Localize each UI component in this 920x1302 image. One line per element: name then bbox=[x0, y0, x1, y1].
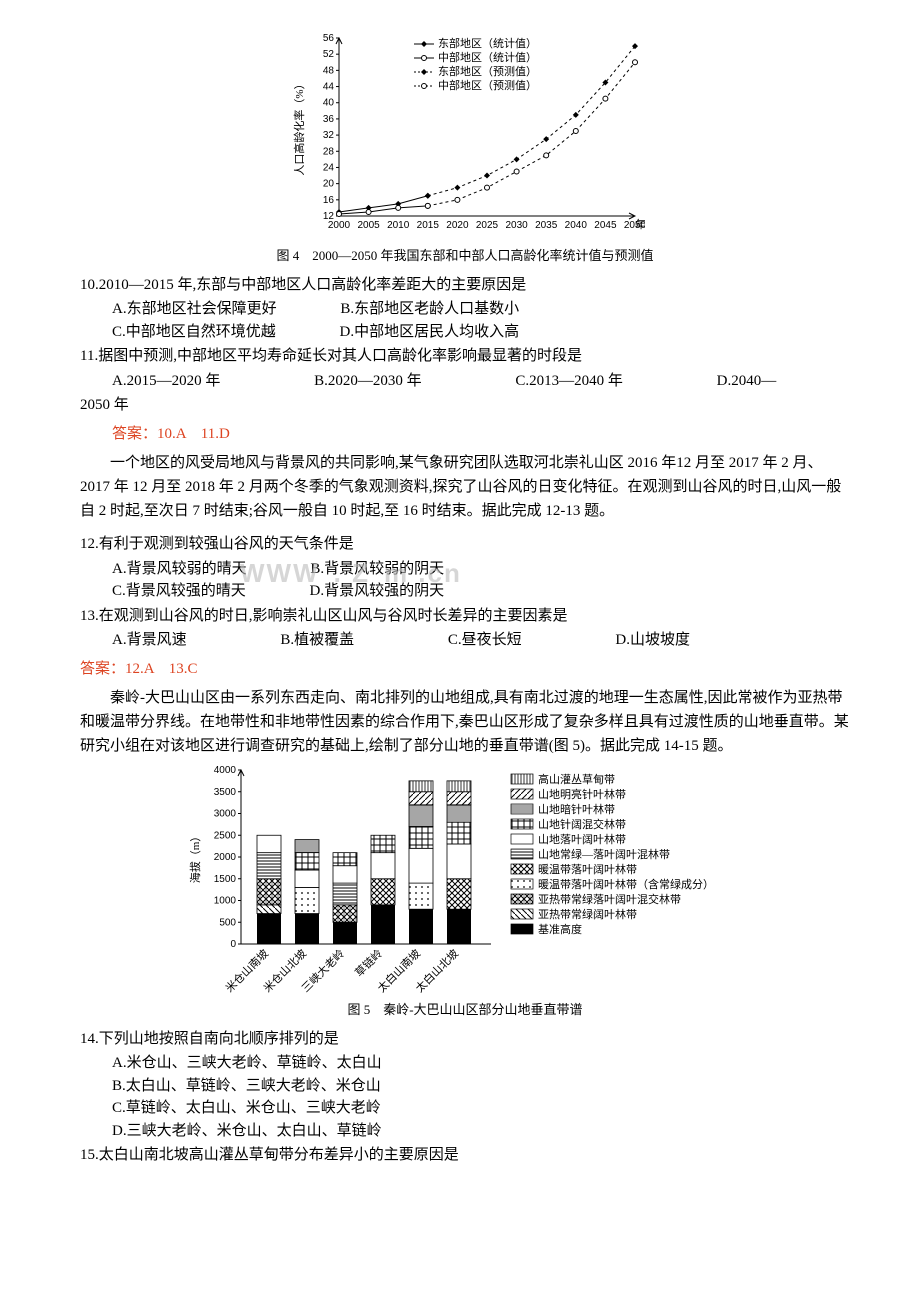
svg-text:3000: 3000 bbox=[214, 809, 237, 820]
q14-options: A.米仓山、三峡大老岭、草链岭、太白山 B.太白山、草链岭、三峡大老岭、米仓山 … bbox=[112, 1052, 850, 1142]
q10-text: 10.2010—2015 年,东部与中部地区人口高龄化率差距大的主要原因是 bbox=[80, 274, 850, 297]
svg-text:36: 36 bbox=[323, 114, 335, 125]
svg-text:山地落叶阔叶林带: 山地落叶阔叶林带 bbox=[538, 832, 626, 846]
svg-text:4000: 4000 bbox=[214, 765, 237, 776]
svg-text:28: 28 bbox=[323, 146, 335, 157]
passage-2: 一个地区的风受局地风与背景风的共同影响,某气象研究团队选取河北崇礼山区 2016… bbox=[80, 451, 850, 523]
svg-text:44: 44 bbox=[323, 82, 335, 93]
q11-D: D.2040— bbox=[717, 370, 777, 393]
svg-text:高山灌丛草甸带: 高山灌丛草甸带 bbox=[538, 772, 615, 786]
svg-text:东部地区（预测值）: 东部地区（预测值） bbox=[438, 64, 537, 78]
q14-A: A.米仓山、三峡大老岭、草链岭、太白山 bbox=[112, 1052, 850, 1075]
svg-text:52: 52 bbox=[323, 49, 335, 60]
svg-text:亚热带常绿阔叶林带: 亚热带常绿阔叶林带 bbox=[538, 907, 637, 921]
svg-text:暖温带落叶阔叶林带（含常绿成分）: 暖温带落叶阔叶林带（含常绿成分） bbox=[538, 877, 714, 891]
q10-C: C.中部地区自然环境优越 bbox=[112, 321, 276, 344]
q11-A: A.2015—2020 年 bbox=[112, 370, 220, 393]
svg-text:32: 32 bbox=[323, 130, 335, 141]
q14-text: 14.下列山地按照自南向北顺序排列的是 bbox=[80, 1028, 850, 1051]
fig4-chart: 1216202428323640444852562000200520102015… bbox=[285, 30, 645, 240]
q11-C: C.2013—2040 年 bbox=[515, 370, 623, 393]
q12-text: 12.有利于观测到较强山谷风的天气条件是 bbox=[80, 533, 850, 556]
svg-text:1000: 1000 bbox=[214, 896, 237, 907]
svg-text:人口高龄化率（%）: 人口高龄化率（%） bbox=[292, 78, 306, 175]
q12-B: B.背景风较弱的阴天 bbox=[310, 558, 444, 581]
svg-text:东部地区（统计值）: 东部地区（统计值） bbox=[438, 36, 537, 50]
svg-text:2015: 2015 bbox=[417, 220, 440, 231]
q11-B: B.2020—2030 年 bbox=[314, 370, 422, 393]
figure-4: 1216202428323640444852562000200520102015… bbox=[80, 30, 850, 240]
answer-12-13: 答案：12.A 13.C bbox=[80, 658, 850, 681]
q10-options: A.东部地区社会保障更好 B.东部地区老龄人口基数小 C.中部地区自然环境优越 … bbox=[112, 298, 850, 343]
svg-text:基准高度: 基准高度 bbox=[538, 922, 582, 936]
svg-text:山地常绿—落叶阔叶混林带: 山地常绿—落叶阔叶混林带 bbox=[538, 847, 670, 861]
svg-text:48: 48 bbox=[323, 65, 335, 76]
q11-Dtail: 2050 年 bbox=[80, 394, 850, 417]
q13-D: D.山坡坡度 bbox=[615, 629, 690, 652]
answer-10-11: 答案：10.A 11.D bbox=[112, 423, 850, 446]
fig4-caption: 图 4 2000—2050 年我国东部和中部人口高龄化率统计值与预测值 bbox=[80, 246, 850, 266]
svg-text:24: 24 bbox=[323, 162, 335, 173]
q11-text: 11.据图中预测,中部地区平均寿命延长对其人口高龄化率影响最显著的时段是 bbox=[80, 345, 850, 368]
svg-text:500: 500 bbox=[219, 917, 236, 928]
svg-text:年: 年 bbox=[635, 217, 645, 231]
svg-text:2035: 2035 bbox=[535, 220, 558, 231]
q15-text: 15.太白山南北坡高山灌丛草甸带分布差异小的主要原因是 bbox=[80, 1144, 850, 1167]
svg-text:2005: 2005 bbox=[357, 220, 380, 231]
svg-text:0: 0 bbox=[230, 939, 236, 950]
svg-text:1500: 1500 bbox=[214, 874, 237, 885]
svg-text:海拔（m）: 海拔（m） bbox=[188, 831, 202, 884]
svg-text:40: 40 bbox=[323, 98, 335, 109]
q11-options: A.2015—2020 年 B.2020—2030 年 C.2013—2040 … bbox=[112, 370, 850, 393]
svg-text:2030: 2030 bbox=[505, 220, 528, 231]
svg-text:2010: 2010 bbox=[387, 220, 410, 231]
svg-text:草链岭: 草链岭 bbox=[352, 946, 385, 979]
svg-text:3500: 3500 bbox=[214, 787, 237, 798]
q13-A: A.背景风速 bbox=[112, 629, 187, 652]
q14-D: D.三峡大老岭、米仓山、太白山、草链岭 bbox=[112, 1120, 850, 1143]
fig5-caption: 图 5 秦岭-大巴山山区部分山地垂直带谱 bbox=[80, 1000, 850, 1020]
q10-B: B.东部地区老龄人口基数小 bbox=[340, 298, 519, 321]
svg-text:16: 16 bbox=[323, 195, 335, 206]
q12-A: A.背景风较弱的晴天 bbox=[112, 558, 247, 581]
svg-text:中部地区（预测值）: 中部地区（预测值） bbox=[438, 78, 537, 92]
q13-B: B.植被覆盖 bbox=[280, 629, 354, 652]
q10-A: A.东部地区社会保障更好 bbox=[112, 298, 277, 321]
passage-3: 秦岭-大巴山山区由一系列东西走向、南北排列的山地组成,具有南北过渡的地理一生态属… bbox=[80, 686, 850, 758]
q13-text: 13.在观测到山谷风的时日,影响崇礼山区山风与谷风时长差异的主要因素是 bbox=[80, 605, 850, 628]
q12-D: D.背景风较强的阴天 bbox=[310, 580, 445, 603]
svg-text:2000: 2000 bbox=[328, 220, 351, 231]
svg-text:2025: 2025 bbox=[476, 220, 499, 231]
q14-B: B.太白山、草链岭、三峡大老岭、米仓山 bbox=[112, 1075, 850, 1098]
fig5-chart: 05001000150020002500300035004000海拔（m）米仓山… bbox=[185, 764, 745, 994]
svg-text:山地暗针叶林带: 山地暗针叶林带 bbox=[538, 802, 615, 816]
svg-text:暖温带落叶阔叶林带: 暖温带落叶阔叶林带 bbox=[538, 862, 637, 876]
q14-C: C.草链岭、太白山、米仓山、三峡大老岭 bbox=[112, 1097, 850, 1120]
svg-text:2020: 2020 bbox=[446, 220, 469, 231]
q10-D: D.中部地区居民人均收入高 bbox=[340, 321, 520, 344]
svg-text:2500: 2500 bbox=[214, 830, 237, 841]
svg-text:中部地区（统计值）: 中部地区（统计值） bbox=[438, 50, 537, 64]
q13-C: C.昼夜长短 bbox=[448, 629, 522, 652]
svg-text:56: 56 bbox=[323, 33, 335, 44]
svg-text:2000: 2000 bbox=[214, 852, 237, 863]
q13-options: A.背景风速 B.植被覆盖 C.昼夜长短 D.山坡坡度 bbox=[112, 629, 850, 652]
q12-options: A.背景风较弱的晴天 B.背景风较弱的阴天 C.背景风较强的晴天 D.背景风较强… bbox=[112, 558, 850, 603]
svg-text:山地针阔混交林带: 山地针阔混交林带 bbox=[538, 817, 626, 831]
q12-C: C.背景风较强的晴天 bbox=[112, 580, 246, 603]
figure-5: 05001000150020002500300035004000海拔（m）米仓山… bbox=[80, 764, 850, 994]
svg-text:2040: 2040 bbox=[565, 220, 588, 231]
svg-text:亚热带常绿落叶阔叶混交林带: 亚热带常绿落叶阔叶混交林带 bbox=[538, 892, 681, 906]
svg-text:山地明亮针叶林带: 山地明亮针叶林带 bbox=[538, 787, 626, 801]
svg-text:2045: 2045 bbox=[594, 220, 617, 231]
svg-text:20: 20 bbox=[323, 179, 335, 190]
